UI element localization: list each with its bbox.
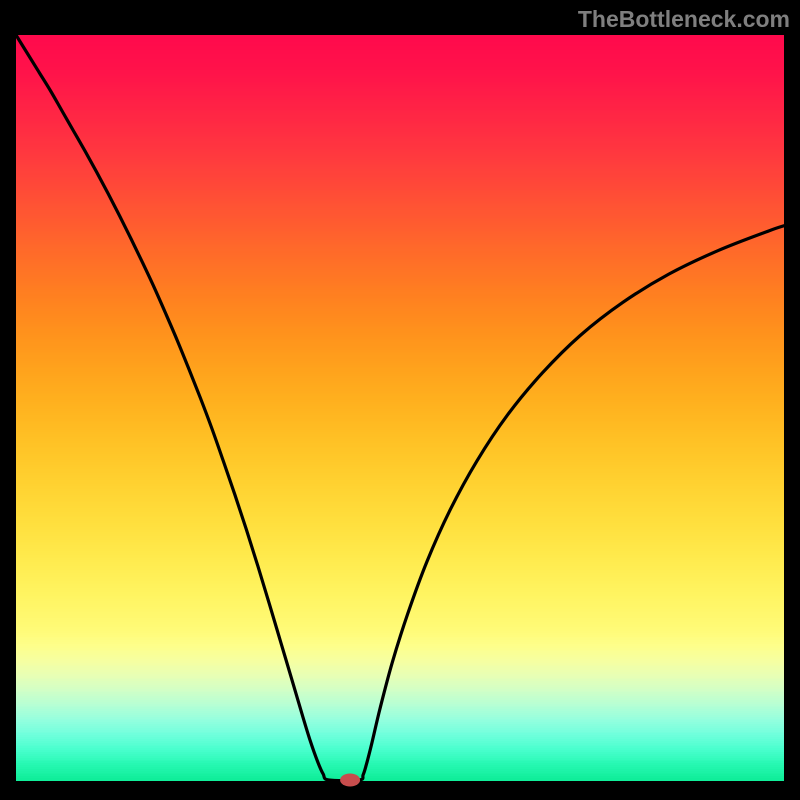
minimum-marker (340, 774, 360, 787)
performance-curve (16, 35, 784, 781)
watermark-text: TheBottleneck.com (578, 6, 790, 33)
curve-layer (0, 0, 800, 800)
chart-container: TheBottleneck.com (0, 0, 800, 800)
